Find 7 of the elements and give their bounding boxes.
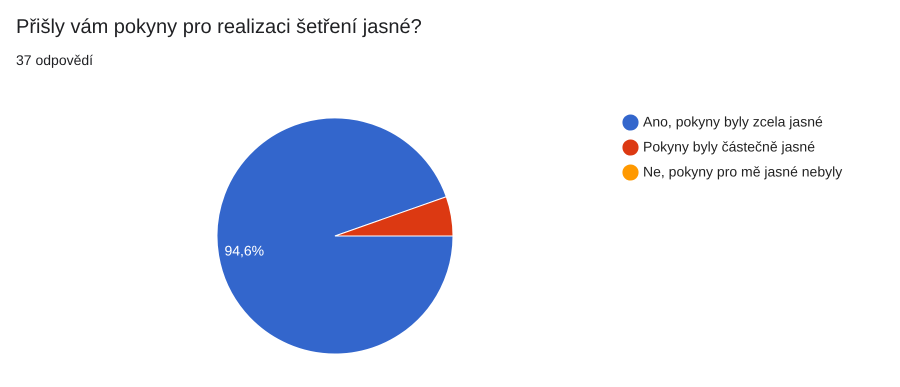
chart-title: Přišly vám pokyny pro realizaci šetření jasné?: [16, 16, 422, 38]
data-label: 94,6%: [224, 242, 264, 259]
legend-label: Ano, pokyny byly zcela jasné: [643, 114, 823, 130]
pie-slice: [216, 118, 454, 354]
legend-label: Ne, pokyny pro mě jasné nebyly: [643, 164, 842, 180]
text: 37 odpovědí: [16, 52, 94, 68]
legend-label: Pokyny byly částečně jasné: [643, 138, 816, 154]
